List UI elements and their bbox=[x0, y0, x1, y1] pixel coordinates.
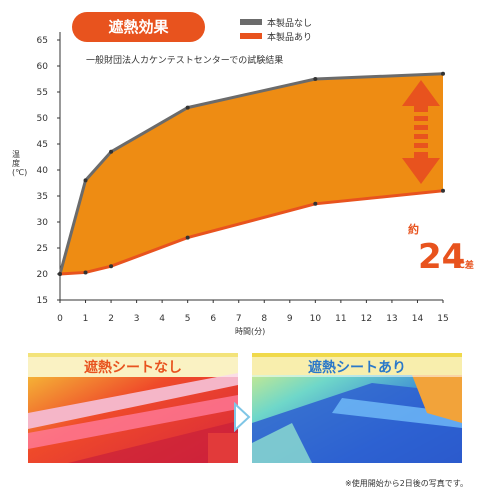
series-lines bbox=[58, 71, 445, 276]
photo-label-with: 遮熱シートあり bbox=[252, 357, 462, 377]
x-tick-label: 4 bbox=[159, 314, 165, 324]
y-tick-label: 65 bbox=[37, 36, 48, 46]
y-tick-label: 25 bbox=[37, 244, 48, 254]
legend-label-with: 本製品あり bbox=[267, 32, 313, 43]
x-tick-label: 0 bbox=[57, 314, 63, 324]
x-tick-label: 7 bbox=[236, 314, 242, 324]
point-with bbox=[313, 201, 318, 206]
thermal-photo-with: 遮熱シートあり bbox=[252, 353, 462, 463]
arrow-right-icon bbox=[234, 402, 251, 432]
point-without bbox=[441, 71, 445, 76]
axes bbox=[57, 32, 444, 303]
legend-item-with: 本製品あり bbox=[240, 29, 312, 43]
x-tick-label: 6 bbox=[210, 314, 216, 324]
photo-footnote: ※使用開始から2日後の写真です。 bbox=[345, 479, 468, 488]
y-tick-label: 55 bbox=[37, 88, 48, 98]
y-tick-label: 40 bbox=[37, 166, 49, 176]
series-line-with bbox=[59, 189, 444, 276]
point-with bbox=[185, 235, 190, 240]
point-without bbox=[185, 105, 190, 110]
badge-prefix: 約 bbox=[408, 222, 419, 236]
x-tick-label: 10 bbox=[310, 314, 322, 324]
x-tick-label: 14 bbox=[412, 314, 424, 324]
series-line-without bbox=[58, 72, 444, 275]
temperature-difference-badge: 約 24 ℃差 bbox=[399, 202, 475, 278]
point-with bbox=[441, 188, 445, 193]
x-tick-label: 13 bbox=[386, 314, 397, 324]
point-without bbox=[313, 77, 318, 81]
y-tick-label: 15 bbox=[37, 296, 48, 306]
x-axis-label: 時間(分) bbox=[235, 327, 265, 336]
legend-swatch-with bbox=[240, 33, 262, 39]
x-tick-label: 12 bbox=[361, 314, 372, 324]
thermal-photo-without: 遮熱シートなし bbox=[28, 353, 238, 463]
y-tick-label: 35 bbox=[37, 192, 48, 202]
double-arrow-icon bbox=[402, 80, 440, 184]
badge-value: 24 bbox=[418, 237, 465, 277]
badge-unit: ℃差 bbox=[454, 259, 474, 271]
difference-area bbox=[60, 73, 443, 274]
legend-item-without: 本製品なし bbox=[240, 15, 312, 29]
y-tick-label: 45 bbox=[37, 140, 48, 150]
x-tick-label: 8 bbox=[261, 314, 267, 324]
x-tick-label: 15 bbox=[437, 314, 448, 324]
photo-label-without: 遮熱シートなし bbox=[28, 357, 238, 377]
legend-swatch-without bbox=[240, 19, 262, 25]
chart-title: 遮熱効果 bbox=[72, 12, 205, 42]
x-tick-label: 5 bbox=[185, 314, 191, 324]
x-tick-label: 1 bbox=[83, 314, 89, 324]
x-tick-label: 9 bbox=[287, 314, 293, 324]
point-without bbox=[109, 149, 114, 154]
point-with bbox=[109, 264, 114, 269]
source-note: 一般財団法人カケンテストセンターでの試験結果 bbox=[86, 56, 284, 66]
point-without bbox=[83, 178, 88, 183]
difference-area-layer bbox=[60, 73, 443, 274]
x-tick-label: 11 bbox=[335, 314, 346, 324]
point-with bbox=[58, 272, 62, 276]
y-tick-label: 20 bbox=[37, 270, 49, 280]
legend-label-without: 本製品なし bbox=[267, 18, 313, 29]
legend: 本製品なし 本製品あり bbox=[240, 15, 312, 43]
point-with bbox=[83, 270, 88, 275]
y-axis-label: 温度(℃) bbox=[12, 150, 28, 177]
y-tick-label: 60 bbox=[37, 62, 49, 72]
y-tick-label: 30 bbox=[37, 218, 49, 228]
x-tick-label: 2 bbox=[108, 314, 114, 324]
y-tick-label: 50 bbox=[37, 114, 49, 124]
x-tick-label: 3 bbox=[134, 314, 140, 324]
